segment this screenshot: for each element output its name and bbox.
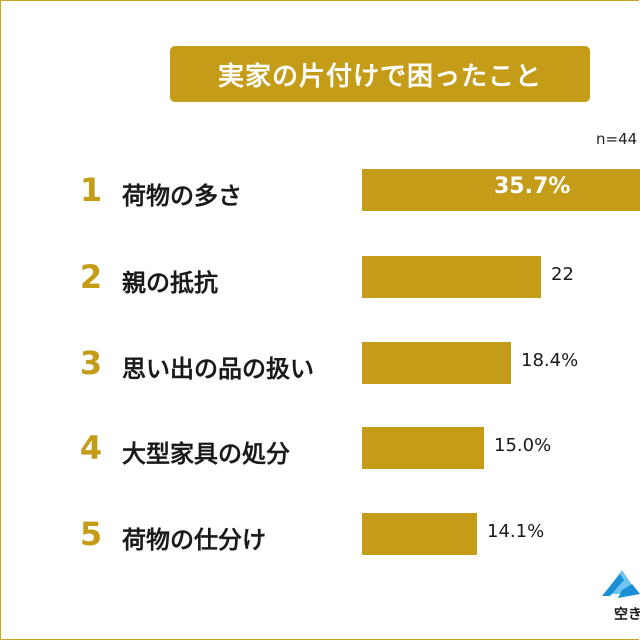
bar-row: 5 荷物の仕分け 14.1%: [0, 507, 640, 567]
value-label: 14.1%: [487, 521, 545, 542]
category-label: 荷物の多さ: [122, 182, 242, 210]
value-label: 35.7%: [494, 174, 571, 199]
chart-title: 実家の片付けで困ったこと: [217, 61, 542, 92]
title-banner: 実家の片付けで困ったこと: [170, 46, 590, 102]
mountain-logo-icon: [602, 570, 640, 598]
rank-number: 3: [79, 344, 103, 382]
bar: [362, 427, 484, 469]
value-label: 22: [551, 264, 574, 285]
bar-row: 1 荷物の多さ 35.7%: [0, 163, 640, 223]
sample-size-label: n=44: [596, 130, 638, 148]
bar: [362, 169, 640, 211]
rank-number: 4: [79, 429, 103, 467]
category-label: 親の抵抗: [122, 269, 218, 297]
value-label: 15.0%: [494, 435, 552, 456]
brand-text: 空き: [614, 607, 640, 623]
value-label: 18.4%: [521, 350, 579, 371]
category-label: 思い出の品の扱い: [122, 355, 314, 383]
category-label: 荷物の仕分け: [122, 526, 266, 554]
bar: [362, 513, 477, 555]
bar-row: 2 親の抵抗 22: [0, 250, 640, 310]
rank-number: 5: [79, 515, 103, 553]
bar: [362, 256, 541, 298]
rank-number: 1: [79, 171, 103, 209]
rank-number: 2: [79, 258, 103, 296]
bar-row: 4 大型家具の処分 15.0%: [0, 421, 640, 481]
bar-row: 3 思い出の品の扱い 18.4%: [0, 336, 640, 396]
category-label: 大型家具の処分: [122, 440, 290, 468]
bar: [362, 342, 511, 384]
